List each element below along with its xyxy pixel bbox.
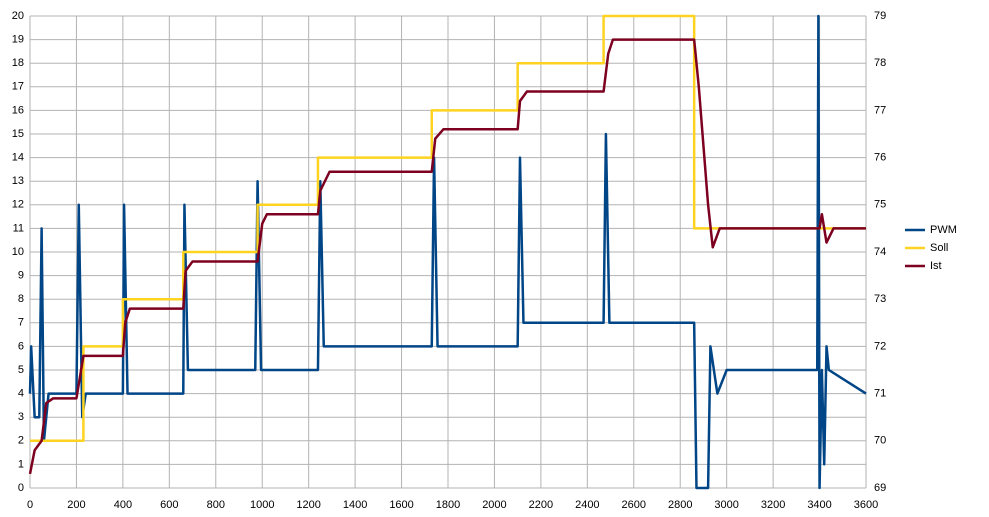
legend-label: Ist <box>930 260 942 272</box>
series-line <box>28 38 866 475</box>
y-tick-label: 10 <box>12 246 24 258</box>
x-tick-label: 3400 <box>807 499 831 511</box>
y-tick-label: 12 <box>12 199 24 211</box>
x-tick-label: 1000 <box>250 499 274 511</box>
x-tick-label: 400 <box>114 499 132 511</box>
y2-tick-label: 70 <box>874 435 886 447</box>
y-tick-label: 11 <box>13 222 24 234</box>
y-tick-label: 0 <box>18 482 24 494</box>
y-tick-label: 2 <box>18 435 24 447</box>
y2-tick-label: 71 <box>874 388 886 400</box>
x-tick-label: 2800 <box>668 499 692 511</box>
y2-tick-label: 78 <box>874 57 886 69</box>
x-tick-label: 600 <box>160 499 178 511</box>
x-tick-label: 800 <box>207 499 225 511</box>
x-tick-label: 1600 <box>389 499 413 511</box>
x-tick-label: 3000 <box>714 499 738 511</box>
y-tick-label: 4 <box>18 388 24 400</box>
y-tick-label: 14 <box>12 152 24 164</box>
y-tick-label: 19 <box>12 34 24 46</box>
legend-label: PWM <box>930 224 957 236</box>
x-tick-label: 200 <box>67 499 85 511</box>
x-tick-label: 1200 <box>296 499 320 511</box>
x-tick-label: 0 <box>27 499 33 511</box>
y-tick-label: 3 <box>18 411 24 423</box>
y2-tick-label: 77 <box>874 104 886 116</box>
y-tick-label: 8 <box>18 293 24 305</box>
x-tick-label: 3200 <box>761 499 785 511</box>
x-tick-label: 1800 <box>436 499 460 511</box>
y2-tick-label: 76 <box>874 152 886 164</box>
series-line <box>28 14 867 490</box>
x-tick-label: 2200 <box>529 499 553 511</box>
y2-tick-label: 73 <box>874 293 886 305</box>
x-tick-label: 2400 <box>575 499 599 511</box>
y2-tick-label: 69 <box>874 482 886 494</box>
x-tick-label: 3600 <box>854 499 878 511</box>
y2-tick-label: 79 <box>874 10 886 22</box>
y-tick-label: 6 <box>18 340 24 352</box>
y-tick-label: 1 <box>18 458 24 470</box>
y-tick-label: 18 <box>12 57 24 69</box>
x-tick-label: 2600 <box>622 499 646 511</box>
y-tick-label: 9 <box>18 270 24 282</box>
y-tick-label: 13 <box>12 175 24 187</box>
y-tick-label: 15 <box>12 128 24 140</box>
y2-tick-label: 75 <box>874 199 886 211</box>
y2-tick-label: 74 <box>874 246 886 258</box>
y2-tick-label: 72 <box>874 340 886 352</box>
y-tick-label: 7 <box>18 317 24 329</box>
y-tick-label: 17 <box>12 81 24 93</box>
x-tick-label: 2000 <box>482 499 506 511</box>
y-tick-label: 20 <box>12 10 24 22</box>
y-tick-label: 16 <box>12 104 24 116</box>
y-tick-label: 5 <box>18 364 24 376</box>
legend-label: Soll <box>930 242 948 254</box>
x-tick-label: 1400 <box>343 499 367 511</box>
